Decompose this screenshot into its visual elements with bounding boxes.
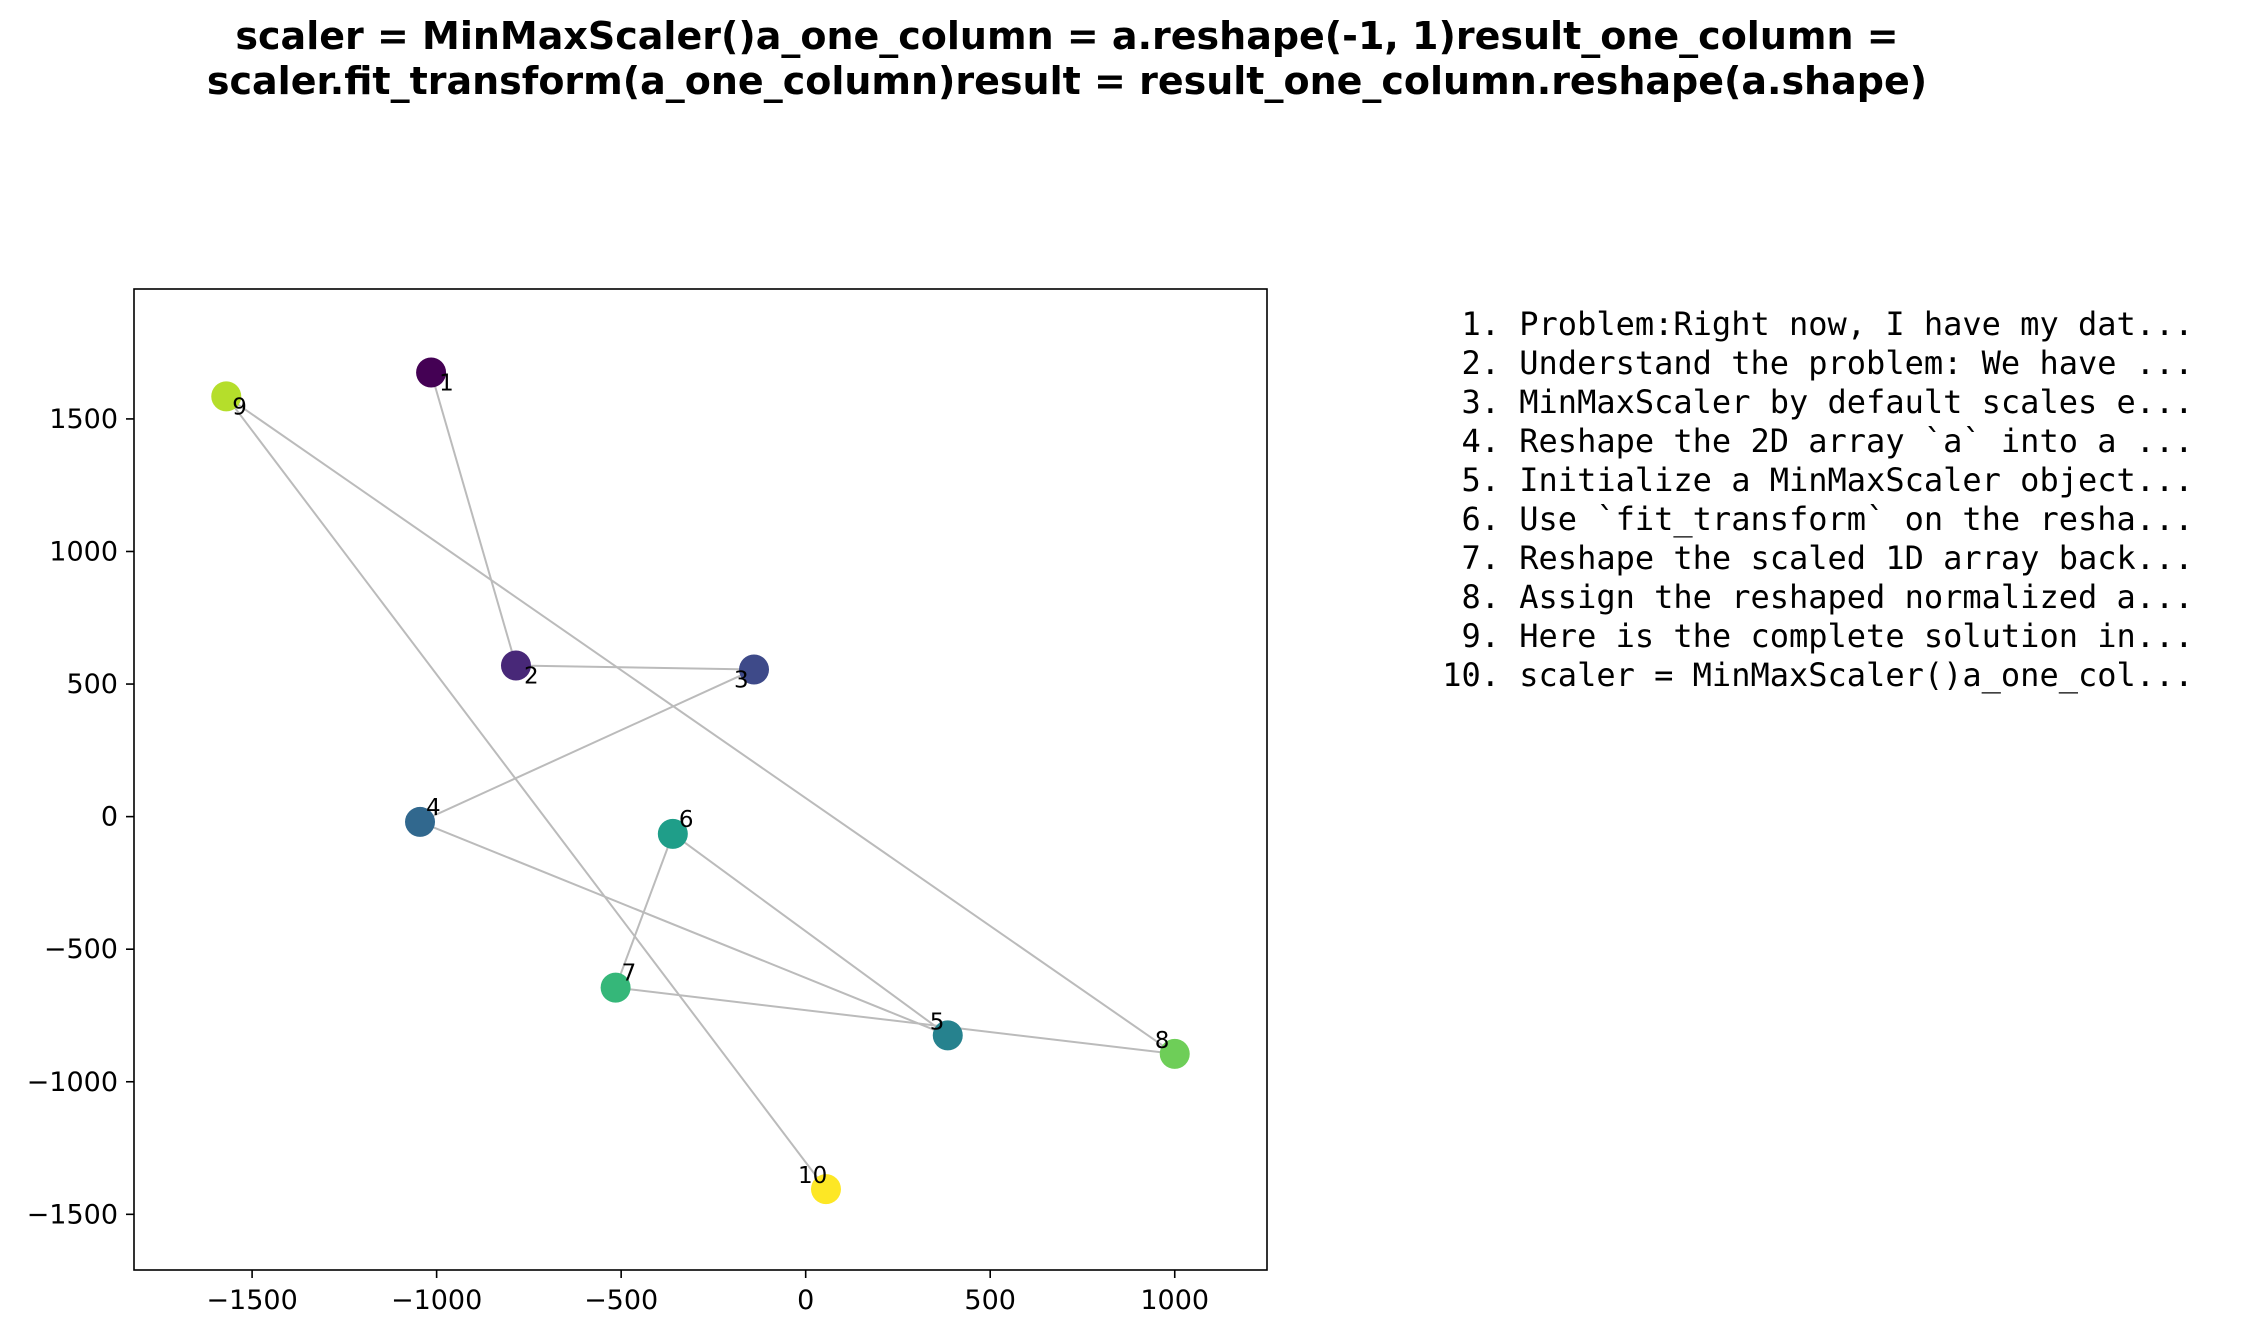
step-number: 3. <box>1461 383 1500 421</box>
point-label: 7 <box>622 961 637 987</box>
y-tick-label: −500 <box>44 934 118 965</box>
step-number: 4. <box>1461 422 1500 460</box>
step-number: 10. <box>1442 656 1500 694</box>
connection-line <box>515 664 755 671</box>
point-label: 2 <box>524 663 539 689</box>
step-number: 8. <box>1461 578 1500 616</box>
chart-title-line: scaler = MinMaxScaler()a_one_column = a.… <box>235 14 1898 58</box>
point-label: 8 <box>1155 1028 1170 1054</box>
data-point <box>810 1174 841 1205</box>
connection-line <box>672 833 949 1037</box>
y-tick-label: 1000 <box>49 536 118 567</box>
step-text: MinMaxScaler by default scales e... <box>1500 383 2194 421</box>
data-point <box>405 806 436 837</box>
connection-line <box>225 395 827 1190</box>
x-tick-label: −1500 <box>206 1285 297 1316</box>
data-point <box>211 381 242 412</box>
data-point <box>739 654 770 685</box>
connection-line <box>615 986 1175 1055</box>
data-point <box>416 357 447 388</box>
data-point <box>500 650 531 681</box>
point-labels: 1 2 3 4 5 6 7 8 9 10 <box>232 371 1169 1190</box>
x-tick-label: 500 <box>964 1285 1016 1316</box>
step-text: Reshape the 2D array `a` into a ... <box>1500 422 2194 460</box>
connection-lines <box>225 372 1176 1190</box>
step-text: Problem:Right now, I have my dat... <box>1500 305 2194 343</box>
point-label: 5 <box>930 1009 945 1035</box>
connection-line <box>614 833 674 988</box>
step-number: 7. <box>1461 539 1500 577</box>
point-label: 1 <box>439 371 454 397</box>
step-text: Initialize a MinMaxScaler object... <box>1500 461 2194 499</box>
step-number: 1. <box>1461 305 1500 343</box>
step-number: 5. <box>1461 461 1500 499</box>
step-number: 6. <box>1461 500 1500 538</box>
step-text: scaler = MinMaxScaler()a_one_col... <box>1500 656 2194 694</box>
y-tick-label: 0 <box>101 802 118 833</box>
chart-title-line: scaler.fit_transform(a_one_column)result… <box>207 59 1927 103</box>
point-label: 10 <box>798 1163 827 1189</box>
step-text: Here is the complete solution in... <box>1500 617 2194 655</box>
step-number: 2. <box>1461 344 1500 382</box>
data-point <box>600 972 631 1003</box>
connection-line <box>430 372 517 666</box>
point-label: 4 <box>426 795 441 821</box>
connection-line <box>225 395 1176 1055</box>
step-number: 9. <box>1461 617 1500 655</box>
data-points <box>211 357 1190 1205</box>
point-label: 6 <box>679 807 694 833</box>
connection-line <box>419 820 949 1037</box>
data-point <box>657 818 688 849</box>
x-axis-ticks: −1500 −1000 −500 0 500 1000 <box>206 1270 1209 1316</box>
step-text: Assign the reshaped normalized a... <box>1500 578 2194 616</box>
data-point <box>932 1020 963 1051</box>
y-tick-label: 1500 <box>49 404 118 435</box>
connection-line <box>419 668 755 823</box>
y-tick-label: −1000 <box>27 1067 118 1098</box>
plot-area-frame <box>133 288 1268 1271</box>
x-tick-label: −500 <box>584 1285 658 1316</box>
step-text: Use `fit_transform` on the resha... <box>1500 500 2194 538</box>
step-text: Understand the problem: We have ... <box>1500 344 2194 382</box>
y-tick-label: −1500 <box>27 1199 118 1230</box>
y-tick-label: 500 <box>66 669 118 700</box>
point-label: 3 <box>734 667 749 693</box>
steps-list: 1. Problem:Right now, I have my dat...2.… <box>1442 305 2193 694</box>
point-label: 9 <box>232 394 247 420</box>
chart-title: scaler = MinMaxScaler()a_one_column = a.… <box>207 14 1927 103</box>
step-text: Reshape the scaled 1D array back... <box>1500 539 2194 577</box>
x-tick-label: −1000 <box>391 1285 482 1316</box>
x-tick-label: 1000 <box>1140 1285 1209 1316</box>
y-axis-ticks: −1500 −1000 −500 0 500 1000 1500 <box>27 404 134 1230</box>
x-tick-label: 0 <box>797 1285 814 1316</box>
data-point <box>1159 1038 1190 1069</box>
